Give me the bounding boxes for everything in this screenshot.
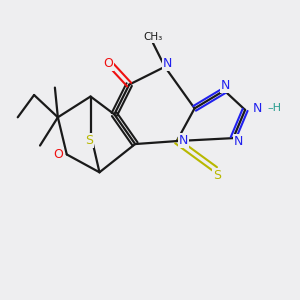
Text: CH₃: CH₃ bbox=[143, 32, 163, 42]
Text: O: O bbox=[53, 148, 63, 161]
Text: N: N bbox=[163, 57, 172, 70]
Text: N: N bbox=[234, 135, 243, 148]
Text: S: S bbox=[213, 169, 221, 182]
Text: N: N bbox=[253, 102, 262, 115]
Text: S: S bbox=[85, 134, 93, 147]
Text: O: O bbox=[103, 57, 113, 70]
Text: –H: –H bbox=[268, 103, 282, 113]
Text: N: N bbox=[221, 79, 230, 92]
Text: N: N bbox=[178, 134, 188, 147]
